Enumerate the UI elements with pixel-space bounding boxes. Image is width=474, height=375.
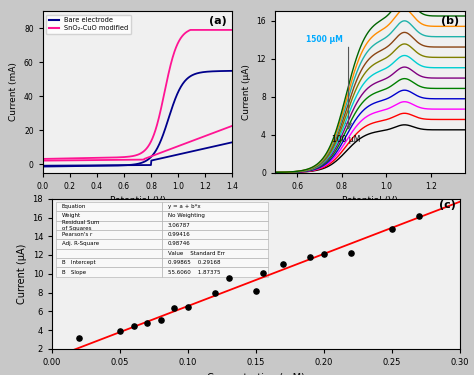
Text: (b): (b) bbox=[441, 16, 459, 26]
Text: 100 μM: 100 μM bbox=[332, 135, 360, 144]
Text: (c): (c) bbox=[439, 200, 456, 210]
Text: 1500 μM: 1500 μM bbox=[306, 34, 343, 44]
Point bbox=[116, 328, 124, 334]
Point bbox=[171, 305, 178, 311]
Point bbox=[320, 251, 328, 257]
Point bbox=[130, 323, 137, 329]
Point bbox=[144, 320, 151, 326]
Point bbox=[184, 304, 192, 310]
Point bbox=[347, 250, 355, 256]
Point bbox=[157, 316, 164, 322]
Legend: Bare electrode, SnO₂-CuO modified: Bare electrode, SnO₂-CuO modified bbox=[46, 15, 131, 34]
Point bbox=[75, 335, 83, 341]
Point bbox=[307, 254, 314, 260]
Y-axis label: Current (μA): Current (μA) bbox=[242, 64, 251, 120]
X-axis label: Concentration (mM): Concentration (mM) bbox=[207, 372, 305, 375]
Y-axis label: Current (mA): Current (mA) bbox=[9, 62, 18, 122]
Point bbox=[211, 290, 219, 296]
Point bbox=[259, 270, 266, 276]
Y-axis label: Current (μA): Current (μA) bbox=[17, 244, 27, 304]
Text: (a): (a) bbox=[209, 16, 227, 26]
Point bbox=[279, 261, 287, 267]
Point bbox=[415, 213, 423, 219]
Point bbox=[225, 275, 233, 281]
X-axis label: Potential (V): Potential (V) bbox=[109, 196, 165, 205]
X-axis label: Potential (V): Potential (V) bbox=[342, 196, 398, 205]
Point bbox=[388, 226, 396, 232]
Point bbox=[252, 288, 260, 294]
